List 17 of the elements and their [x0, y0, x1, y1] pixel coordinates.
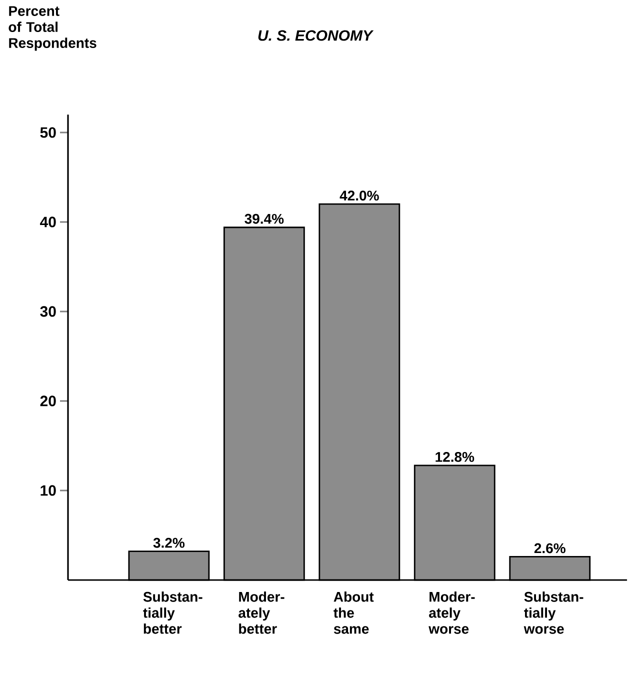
y-tick-label: 50 [40, 127, 56, 138]
x-tick-label: Moder- ately better [238, 592, 284, 634]
data-label: 39.4% [244, 214, 284, 224]
y-axis-title: Percent of Total Respondents [8, 6, 96, 51]
y-tick-label: 20 [40, 396, 56, 406]
x-tick-label: Substan- tially better [143, 592, 202, 634]
x-tick-label: Substan- tially worse [524, 592, 584, 634]
y-tick-label: 40 [40, 216, 56, 228]
data-label: 12.8% [436, 452, 474, 462]
y-tick-label: 30 [40, 306, 56, 317]
x-tick-label: Moder- ately worse [428, 592, 475, 634]
x-tick-label: About the same [334, 592, 374, 634]
y-tick-label: 10 [40, 485, 56, 496]
chart-title: U. S. ECONOMY [258, 30, 374, 41]
data-label: 2.6% [534, 543, 566, 554]
data-label: 3.2% [153, 538, 185, 548]
data-label: 42.0% [340, 190, 379, 201]
